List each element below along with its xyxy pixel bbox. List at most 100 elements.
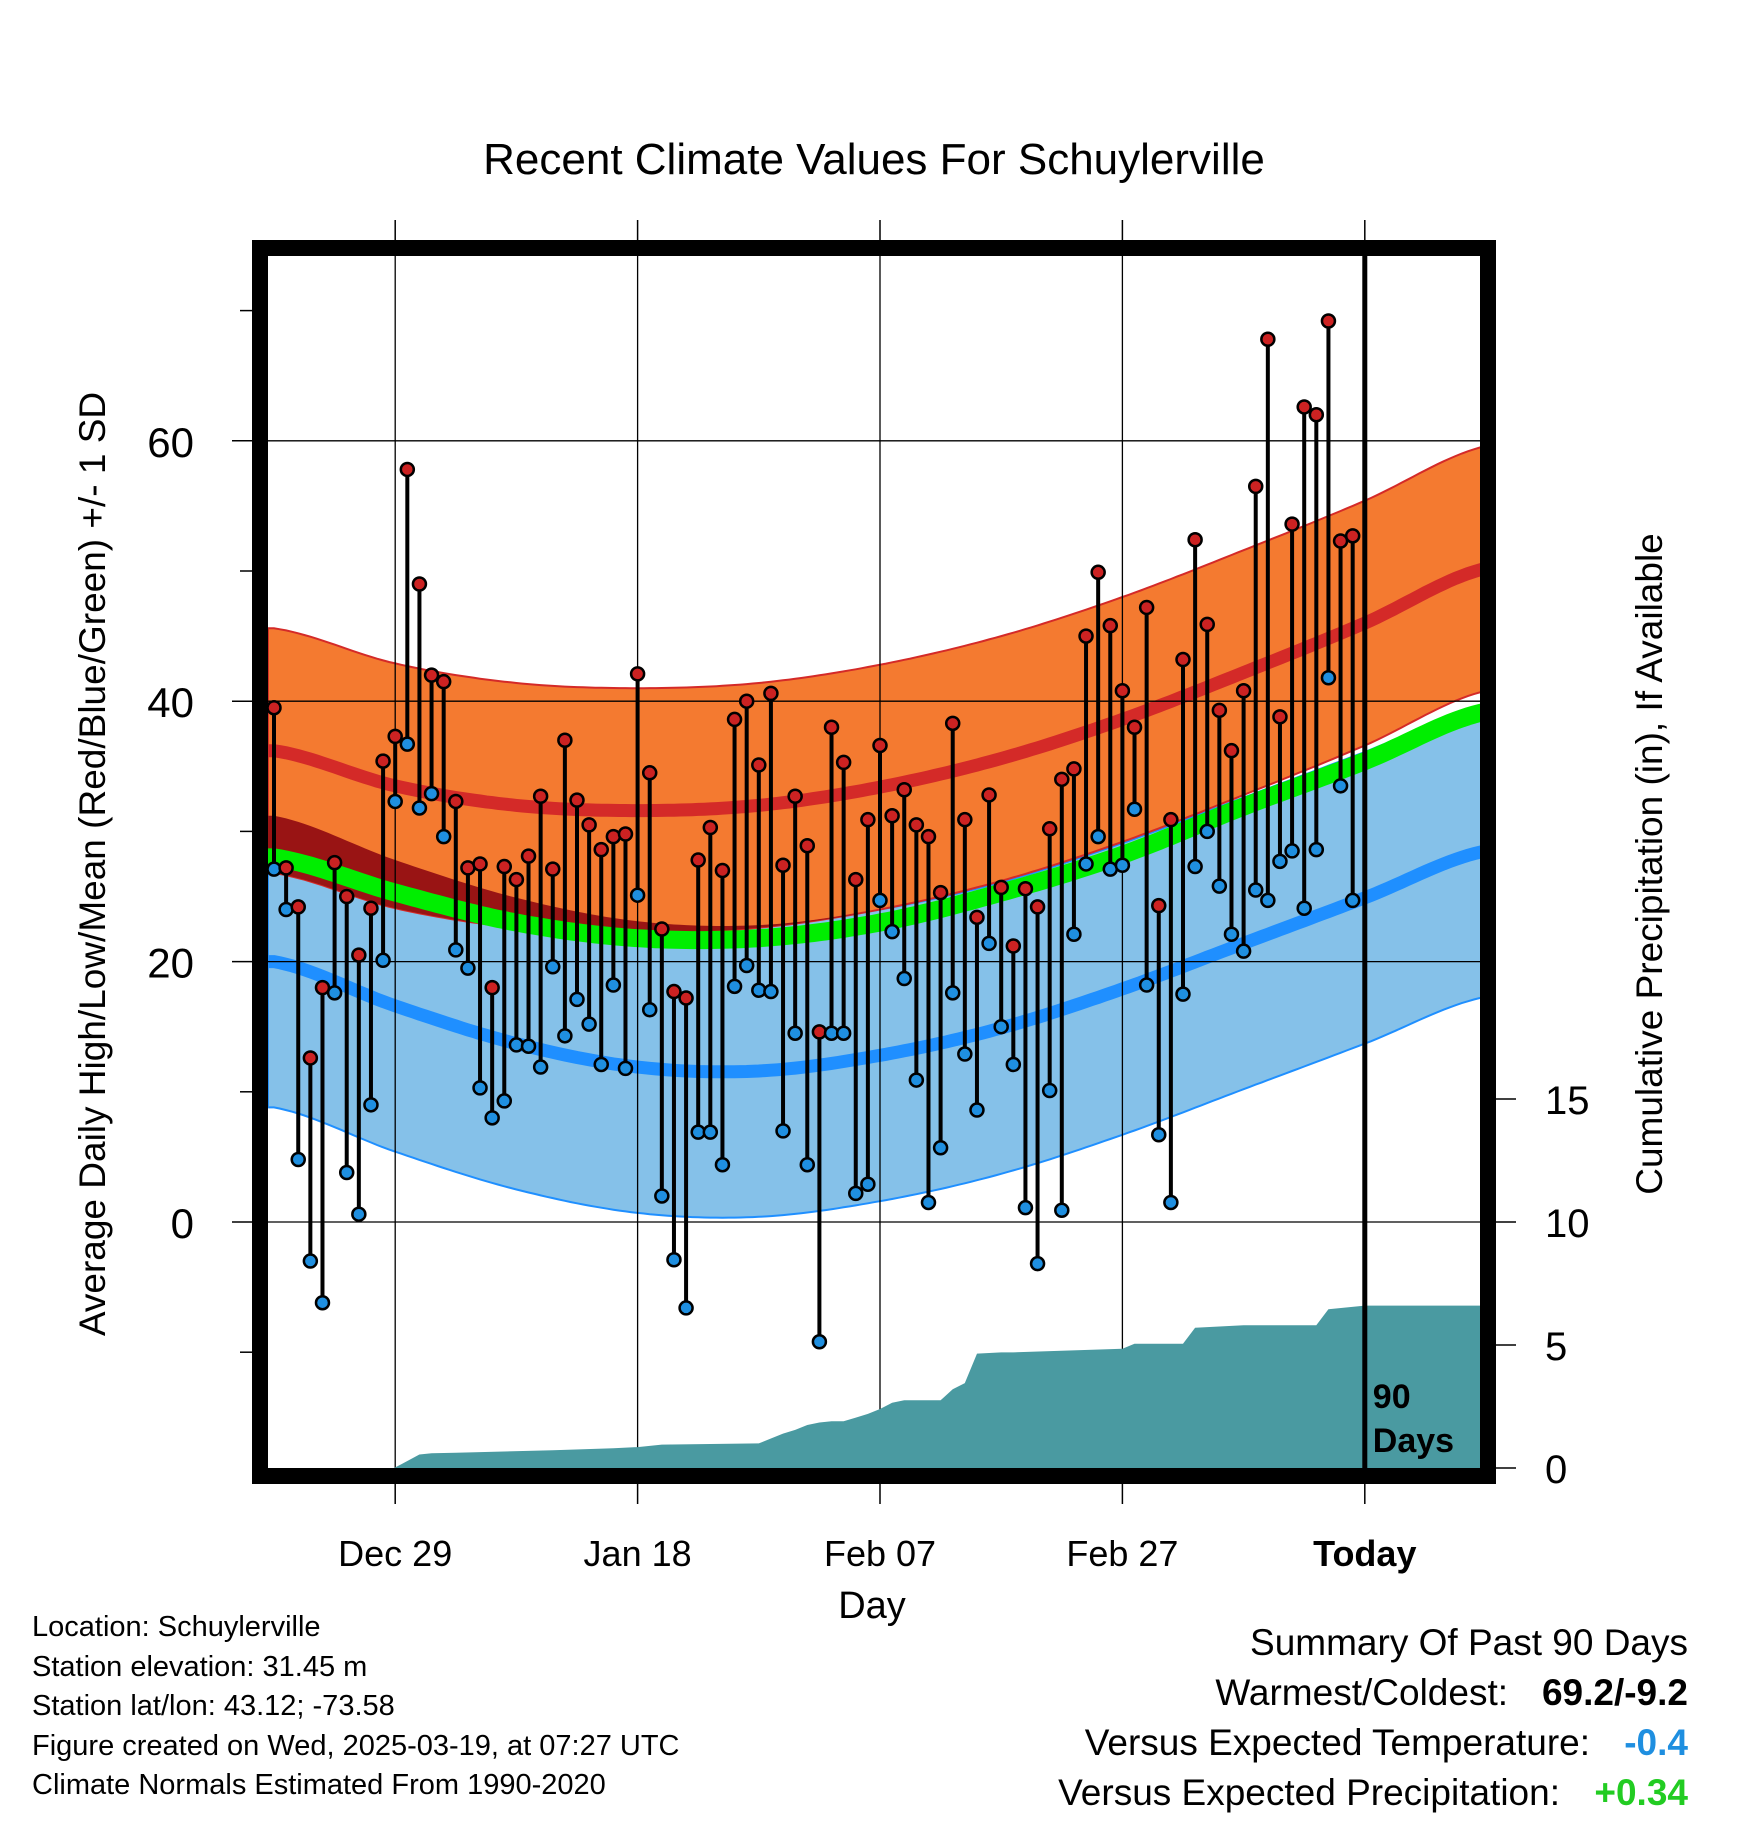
observed-low-point: [848, 1185, 864, 1202]
observed-low-point: [1272, 853, 1288, 870]
observed-low-point: [629, 887, 646, 903]
climate-chart: Recent Climate Values For Schuylerville …: [72, 135, 1670, 1627]
chart-title: Recent Climate Values For Schuylerville: [483, 135, 1265, 184]
observed-low-point: [496, 1093, 513, 1109]
observed-low-point: [532, 1059, 549, 1075]
station-info: Location: Schuylerville Station elevatio…: [32, 1608, 680, 1806]
observed-low-point: [944, 985, 961, 1001]
observed-high-point: [1005, 938, 1022, 954]
axes: Dec 29 Jan 18 Feb 07 Feb 27 Today 0 20 40 60 0 5 10…: [147, 220, 1590, 1574]
observed-high-point: [375, 753, 391, 769]
observed-high-point: [1344, 528, 1361, 544]
observed-high-point: [654, 921, 670, 937]
x-tick-label: Today: [1313, 1533, 1416, 1574]
observed-high-point: [268, 699, 282, 716]
observed-high-point: [1199, 616, 1215, 633]
observed-high-point: [823, 719, 840, 735]
observed-high-point: [508, 871, 525, 888]
observed-high-point: [581, 817, 597, 833]
normal-mean-line: [268, 703, 1480, 950]
summary-heading: Summary Of Past 90 Days: [1250, 1622, 1688, 1663]
elevation-text: Station elevation: 31.45 m: [32, 1650, 368, 1683]
observed-low-point: [448, 942, 464, 958]
observed-low-point: [1223, 926, 1240, 943]
observed-low-point: [375, 952, 391, 969]
observed-low-point: [775, 1123, 791, 1139]
observed-high-point: [1211, 702, 1228, 719]
observed-low-point: [1308, 841, 1325, 858]
observed-high-point: [617, 826, 634, 842]
observed-low-point: [1138, 977, 1155, 993]
normals-text: Climate Normals Estimated From 1990-2020: [32, 1769, 606, 1801]
observed-high-point: [569, 792, 585, 808]
observed-low-point: [641, 1002, 658, 1018]
observed-low-point: [1017, 1199, 1034, 1216]
observed-low-point: [1235, 943, 1252, 959]
observed-high-point: [1054, 771, 1070, 788]
observed-high-point: [1175, 651, 1191, 668]
observed-low-point: [1066, 926, 1082, 943]
temp-departure-label: Versus Expected Temperature:: [1084, 1722, 1590, 1763]
observed-high-point: [1138, 599, 1155, 616]
summary-temp-row: Versus Expected Temperature: -0.4: [1058, 1718, 1688, 1768]
observed-high-point: [1151, 897, 1167, 914]
precip-departure-label: Versus Expected Precipitation:: [1058, 1772, 1560, 1813]
observed-low-point: [726, 978, 743, 995]
y-tick-label: 20: [147, 940, 194, 987]
observed-low-point: [1126, 801, 1143, 818]
observed-low-point: [314, 1294, 331, 1311]
observed-low-point: [1187, 858, 1203, 875]
observed-low-point: [1344, 892, 1361, 909]
observed-low-point: [872, 892, 888, 909]
observed-low-point: [1090, 828, 1106, 845]
observed-low-point: [799, 1156, 816, 1173]
observed-low-point: [557, 1028, 573, 1044]
observed-high-point: [557, 732, 573, 749]
observed-low-point: [981, 935, 997, 952]
observed-high-point: [448, 793, 464, 810]
observed-high-point: [1260, 331, 1276, 347]
observed-low-point: [326, 985, 343, 1001]
x-tick-label: Feb 07: [824, 1533, 936, 1574]
observed-low-point: [338, 1164, 355, 1181]
observed-low-point: [581, 1016, 597, 1032]
observed-low-point: [411, 800, 428, 816]
normal-high-line: [268, 563, 1480, 818]
latlon-text: Station lat/lon: 43.12; -73.58: [32, 1690, 395, 1722]
observed-high-point: [326, 854, 343, 871]
observed-high-point: [532, 788, 549, 804]
observed-low-point: [763, 983, 779, 1000]
observed-high-point: [641, 765, 658, 781]
observed-low-point: [1332, 778, 1349, 794]
plot-frame: [252, 240, 1496, 1484]
observed-low-point: [787, 1025, 803, 1041]
observed-high-point: [338, 888, 355, 905]
observed-high-point: [435, 673, 452, 690]
observed-high-point: [387, 728, 403, 745]
observed-low-point: [545, 959, 561, 975]
observed-high-point: [629, 666, 646, 682]
observed-low-point: [678, 1300, 694, 1316]
observed-high-point: [775, 857, 791, 874]
plot-content: 90 Days: [268, 256, 1480, 1468]
observed-high-point: [666, 983, 682, 1000]
observed-low-point: [714, 1156, 731, 1173]
summary-precip-row: Versus Expected Precipitation: +0.34: [1058, 1768, 1688, 1818]
observed-low-point: [1320, 670, 1337, 686]
observed-high-point: [1102, 617, 1119, 634]
x-tick-label: Feb 27: [1066, 1533, 1178, 1574]
observed-low-point: [435, 828, 452, 845]
observed-high-point: [957, 811, 973, 828]
observed-high-point: [896, 781, 912, 798]
observed-high-point: [726, 711, 743, 728]
observed-low-point: [835, 1025, 852, 1041]
observed-high-point: [872, 737, 888, 754]
observed-high-point: [884, 808, 900, 824]
observed-high-point: [423, 667, 440, 683]
observed-low-point: [520, 1038, 537, 1054]
observed-low-point: [617, 1060, 634, 1077]
observed-high-point: [1163, 811, 1179, 828]
observed-high-point: [920, 828, 937, 845]
observed-high-point: [593, 841, 609, 858]
observed-low-point: [460, 960, 476, 976]
